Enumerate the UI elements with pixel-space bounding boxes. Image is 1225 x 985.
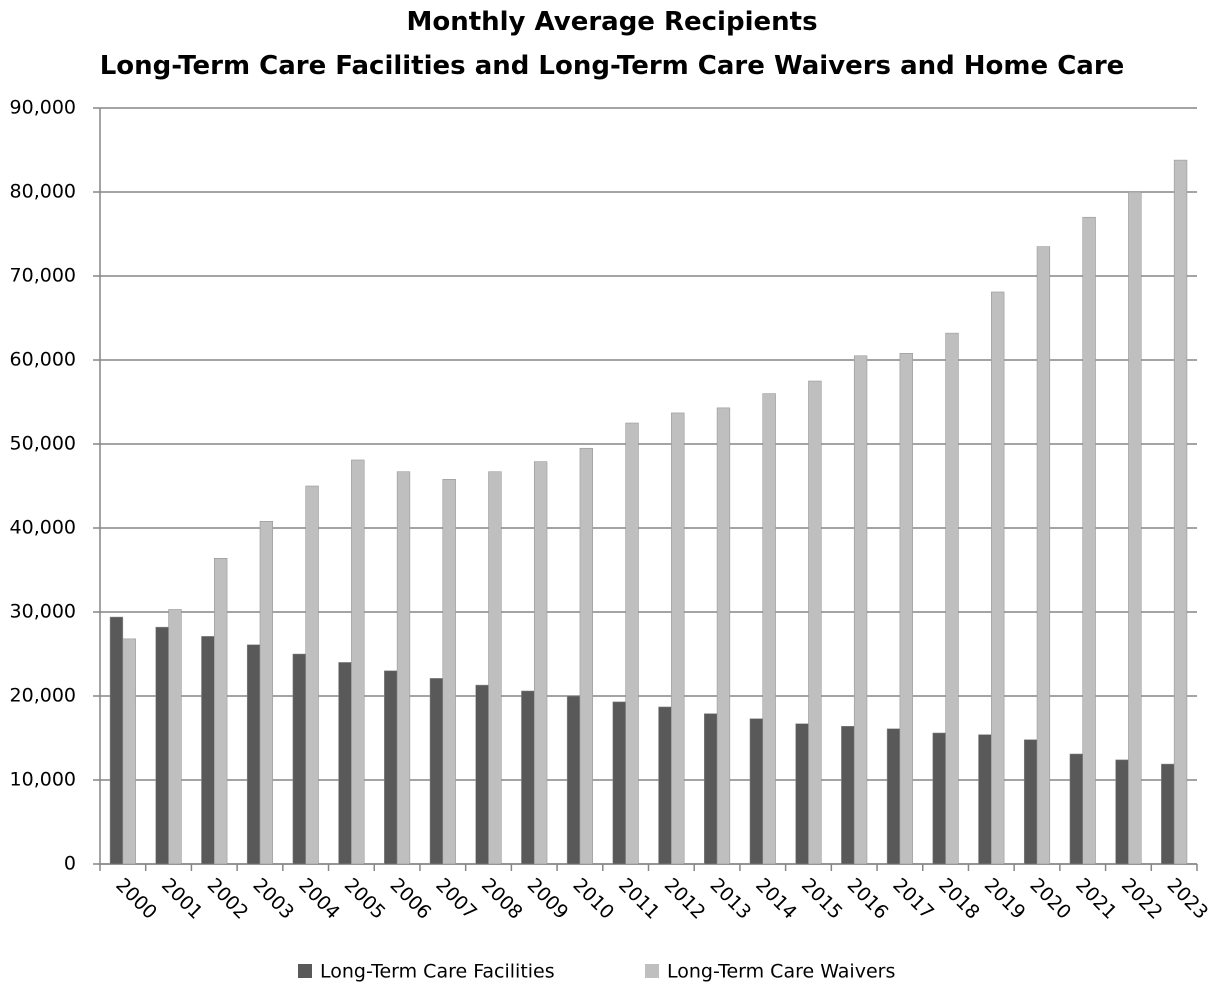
y-tick-label: 90,000 xyxy=(10,97,76,119)
x-tick-label: 2014 xyxy=(751,874,801,924)
bar xyxy=(612,701,626,865)
chart-title: Monthly Average Recipients xyxy=(406,7,817,37)
bar xyxy=(1173,159,1188,865)
x-tick-label: 2010 xyxy=(568,874,618,924)
bar xyxy=(1069,753,1083,865)
bar xyxy=(259,521,274,865)
legend-swatch xyxy=(645,964,659,978)
x-tick-label: 2016 xyxy=(843,874,893,924)
y-tick-label: 80,000 xyxy=(10,181,76,203)
bar xyxy=(749,718,764,865)
bar xyxy=(658,706,672,865)
bar xyxy=(384,670,398,865)
y-tick-label: 0 xyxy=(64,853,76,875)
bar xyxy=(762,393,776,865)
x-tick-label: 2017 xyxy=(888,874,938,924)
bar xyxy=(168,609,182,865)
bar xyxy=(396,471,411,865)
bar xyxy=(886,728,901,865)
bar xyxy=(899,353,913,865)
bar xyxy=(488,471,502,865)
y-tick-label: 70,000 xyxy=(10,265,76,287)
bar xyxy=(214,557,228,865)
bar xyxy=(1023,739,1038,865)
bar xyxy=(475,684,489,865)
bar xyxy=(841,725,855,865)
bar xyxy=(978,734,992,865)
bar xyxy=(429,678,444,865)
bar xyxy=(533,461,548,865)
bar xyxy=(292,653,306,865)
y-tick-label: 60,000 xyxy=(10,349,76,371)
bar xyxy=(201,636,215,865)
bar xyxy=(625,422,639,865)
y-tick-label: 30,000 xyxy=(10,601,76,623)
bar xyxy=(1128,191,1142,865)
x-tick-label: 2001 xyxy=(157,874,207,924)
x-tick-label: 2012 xyxy=(660,874,710,924)
y-tick-label: 10,000 xyxy=(10,769,76,791)
legend-swatch xyxy=(298,964,312,978)
x-tick-label: 2006 xyxy=(386,874,436,924)
legend-label: Long-Term Care Facilities xyxy=(320,961,555,983)
bar xyxy=(945,332,959,865)
bar xyxy=(155,626,169,865)
x-tick-label: 2019 xyxy=(980,874,1030,924)
x-tick-label: 2011 xyxy=(614,874,664,924)
bar xyxy=(1082,216,1096,865)
x-tick-label: 2015 xyxy=(797,874,847,924)
bar xyxy=(991,291,1005,865)
x-tick-label: 2023 xyxy=(1163,874,1213,924)
bar xyxy=(853,355,868,865)
x-tick-label: 2002 xyxy=(203,874,253,924)
bar xyxy=(122,638,136,865)
bar xyxy=(932,732,946,865)
bar xyxy=(1115,759,1129,865)
bar xyxy=(704,713,718,865)
x-tick-label: 2009 xyxy=(523,874,573,924)
bar xyxy=(246,644,261,865)
x-tick-label: 2022 xyxy=(1117,874,1167,924)
legend-label: Long-Term Care Waivers xyxy=(667,961,895,983)
bar xyxy=(795,723,809,865)
x-tick-label: 2005 xyxy=(340,874,390,924)
x-tick-label: 2004 xyxy=(294,874,344,924)
x-tick-label: 2007 xyxy=(431,874,481,924)
chart-subtitle: Long-Term Care Facilities and Long-Term … xyxy=(100,51,1125,81)
bar xyxy=(338,662,352,865)
bar xyxy=(671,412,685,865)
bar xyxy=(109,616,124,865)
x-tick-label: 2000 xyxy=(111,874,161,924)
x-tick-label: 2021 xyxy=(1071,874,1121,924)
bar xyxy=(305,485,319,865)
y-tick-label: 20,000 xyxy=(10,685,76,707)
bar xyxy=(579,447,593,865)
bar xyxy=(566,695,581,865)
bar xyxy=(808,380,822,865)
bar xyxy=(442,479,456,865)
bar xyxy=(716,407,731,865)
y-tick-label: 40,000 xyxy=(10,517,76,539)
x-tick-label: 2020 xyxy=(1025,874,1075,924)
x-tick-label: 2008 xyxy=(477,874,527,924)
x-tick-label: 2018 xyxy=(934,874,984,924)
bar xyxy=(351,459,365,865)
x-tick-label: 2003 xyxy=(248,874,298,924)
y-tick-label: 50,000 xyxy=(10,433,76,455)
x-tick-label: 2013 xyxy=(706,874,756,924)
bar xyxy=(1161,763,1175,865)
bar xyxy=(521,690,535,865)
bar xyxy=(1036,246,1051,865)
